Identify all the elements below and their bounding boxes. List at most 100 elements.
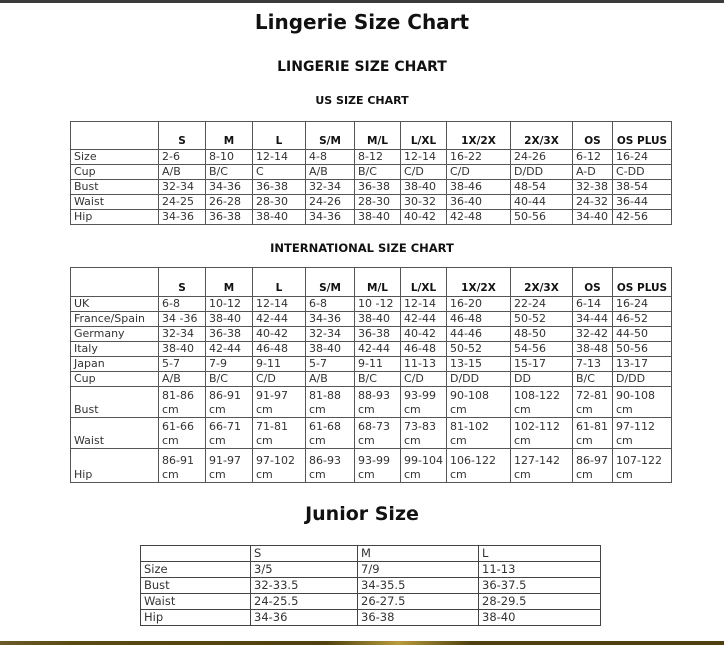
table-cell: 50-52 — [446, 341, 511, 357]
table-cell: 42-44 — [400, 311, 447, 327]
column-header: S/M — [305, 121, 355, 150]
table-cell: 40-42 — [400, 209, 447, 225]
table-cell: 7/9 — [357, 561, 479, 578]
junior-size-heading: Junior Size — [305, 503, 419, 525]
table-cell: 10-12 — [205, 296, 253, 312]
table-cell: 42-44 — [205, 341, 253, 357]
table-cell: A/B — [158, 371, 206, 387]
row-label: Bust — [70, 179, 159, 195]
table-cell: 42-48 — [446, 209, 511, 225]
table-cell: 46-48 — [446, 311, 511, 327]
table-cell: 30-32 — [400, 194, 447, 210]
table-cell: B/C — [354, 164, 401, 180]
row-label: Bust — [70, 386, 159, 418]
table-cell: 61-66 cm — [158, 417, 206, 449]
table-cell: 34-36 — [250, 609, 358, 626]
table-cell: 38-48 — [572, 341, 613, 357]
table-cell: 13-15 — [446, 356, 511, 372]
header-row: S M L S/M M/L L/XL 1X/2X 2X/3X OS OS PLUS — [70, 267, 672, 297]
table-cell: C/D — [400, 164, 447, 180]
table-cell: 26-28 — [205, 194, 253, 210]
table-cell: A/B — [305, 371, 355, 387]
column-header — [70, 267, 159, 297]
table-cell: 73-83 cm — [400, 417, 447, 449]
table-row: Italy 38-40 42-44 46-48 38-40 42-44 46-48 50-52… — [70, 341, 672, 357]
table-cell: 93-99 cm — [400, 386, 447, 418]
table-cell: 86-91 cm — [205, 386, 253, 418]
row-label: Bust — [140, 577, 251, 594]
table-cell: 24-32 — [572, 194, 613, 210]
table-row: Japan 5-7 7-9 9-11 5-7 9-11 11-13 13-15 15-17 7-1… — [70, 356, 672, 372]
table-cell: 16-24 — [612, 149, 672, 165]
table-cell: B/C — [205, 164, 253, 180]
table-cell: 50-56 — [510, 209, 573, 225]
table-cell: 5-7 — [158, 356, 206, 372]
table-cell: 28-29.5 — [478, 593, 601, 610]
table-cell: 102-112 cm — [510, 417, 573, 449]
table-cell: 48-54 — [510, 179, 573, 195]
table-cell: 127-142 cm — [510, 448, 573, 483]
table-cell: 34-36 — [305, 209, 355, 225]
junior-size-table: S M L Size 3/5 7/9 11-13 Bust 32-33.5 34-35.5 36-3… — [140, 545, 601, 626]
column-header: 1X/2X — [446, 267, 511, 297]
table-cell: D/DD — [510, 164, 573, 180]
row-label: Cup — [70, 371, 159, 387]
table-cell: 36-38 — [205, 326, 253, 342]
table-row: Hip 86-91 cm 91-97 cm 97-102 cm 86-93 cm 93-9… — [70, 448, 672, 483]
table-row: France/Spain 34 -36 38-40 42-44 34-36 38-40 42… — [70, 311, 672, 327]
column-header: S — [158, 267, 206, 297]
table-cell: 6-12 — [572, 149, 613, 165]
table-cell: C — [252, 164, 306, 180]
table-cell: C/D — [252, 371, 306, 387]
table-cell: 38-46 — [446, 179, 511, 195]
row-label: Size — [70, 149, 159, 165]
table-cell: 34-35.5 — [357, 577, 479, 594]
table-cell: 71-81 cm — [252, 417, 306, 449]
table-row: Cup A/B B/C C A/B B/C C/D C/D D/DD A-D C-DD — [70, 164, 672, 180]
table-cell: 3/5 — [250, 561, 358, 578]
table-cell: 7-13 — [572, 356, 613, 372]
table-cell: 36-38 — [354, 179, 401, 195]
column-header: S — [250, 545, 358, 562]
table-cell: C-DD — [612, 164, 672, 180]
table-cell: 32-42 — [572, 326, 613, 342]
table-cell: D/DD — [446, 371, 511, 387]
table-cell: 88-93 cm — [354, 386, 401, 418]
row-label: Waist — [70, 417, 159, 449]
table-cell: 10 -12 — [354, 296, 401, 312]
column-header: OS PLUS — [612, 121, 672, 150]
table-cell: 5-7 — [305, 356, 355, 372]
table-cell: A-D — [572, 164, 613, 180]
table-cell: A/B — [158, 164, 206, 180]
table-cell: 54-56 — [510, 341, 573, 357]
international-size-chart-heading: INTERNATIONAL SIZE CHART — [270, 241, 454, 255]
table-cell: 34 -36 — [158, 311, 206, 327]
column-header: L — [252, 121, 306, 150]
table-cell: 36-38 — [252, 179, 306, 195]
table-cell: 38-40 — [400, 179, 447, 195]
table-cell: 106-122 cm — [446, 448, 511, 483]
row-label: Germany — [70, 326, 159, 342]
column-header: OS — [572, 267, 613, 297]
table-cell: 50-56 — [612, 341, 672, 357]
table-cell: 24-26 — [510, 149, 573, 165]
table-cell: 36-37.5 — [478, 577, 601, 594]
row-label: Hip — [140, 609, 251, 626]
table-cell: 86-93 cm — [305, 448, 355, 483]
table-cell: 38-40 — [354, 311, 401, 327]
top-border — [0, 0, 724, 3]
table-cell: 91-97 cm — [252, 386, 306, 418]
table-cell: 28-30 — [354, 194, 401, 210]
row-label: Japan — [70, 356, 159, 372]
bottom-border — [0, 641, 724, 645]
table-cell: A/B — [305, 164, 355, 180]
row-label: France/Spain — [70, 311, 159, 327]
table-cell: 36-40 — [446, 194, 511, 210]
table-cell: 13-17 — [612, 356, 672, 372]
table-cell: 6-14 — [572, 296, 613, 312]
table-cell: 26-27.5 — [357, 593, 479, 610]
column-header: S — [158, 121, 206, 150]
row-label: Cup — [70, 164, 159, 180]
table-cell: 24-25 — [158, 194, 206, 210]
